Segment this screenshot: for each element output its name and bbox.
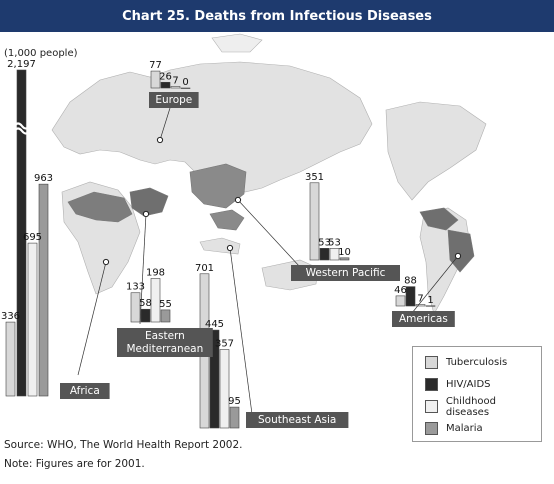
legend-item-tuberculosis: Tuberculosis bbox=[425, 352, 541, 373]
data-label: 336 bbox=[1, 311, 20, 322]
data-label: 10 bbox=[338, 247, 351, 258]
legend-swatch bbox=[425, 400, 438, 413]
bar-africa-0 bbox=[5, 321, 16, 397]
axis-break-mark bbox=[13, 122, 31, 135]
data-label: 963 bbox=[34, 173, 53, 184]
legend-swatch bbox=[425, 378, 438, 391]
bar-americas-2 bbox=[415, 304, 426, 307]
region-label: Eastern bbox=[145, 330, 185, 342]
bar-africa-1 bbox=[16, 69, 27, 397]
world-map bbox=[51, 33, 487, 315]
unit-label: (1,000 people) bbox=[4, 48, 78, 59]
bar-europe-1 bbox=[160, 81, 171, 89]
data-label: 7 bbox=[172, 75, 178, 86]
data-label: 198 bbox=[146, 267, 165, 278]
region-label: Americas bbox=[399, 313, 448, 325]
bar-europe-0 bbox=[150, 70, 161, 89]
bar-western-pacific-1 bbox=[319, 248, 330, 261]
region-label: Europe bbox=[155, 94, 192, 106]
bar-americas-0 bbox=[395, 295, 406, 307]
region-pointer bbox=[229, 247, 253, 415]
legend-label: Malaria bbox=[446, 423, 483, 434]
legend: Tuberculosis HIV/AIDS Childhood diseases… bbox=[412, 346, 542, 442]
region-marker bbox=[454, 252, 462, 260]
region-label-box bbox=[246, 412, 349, 428]
bar-americas-3 bbox=[425, 305, 436, 307]
legend-item-childhood-diseases: Childhood diseases bbox=[425, 395, 541, 418]
region-pointer bbox=[159, 107, 171, 141]
region-label: Western Pacific bbox=[306, 267, 386, 279]
data-label: 445 bbox=[205, 319, 224, 330]
region-label-box bbox=[392, 311, 455, 327]
data-label: 55 bbox=[159, 299, 172, 310]
data-label: 77 bbox=[149, 60, 162, 71]
bar-southeast-asia-3 bbox=[229, 406, 240, 429]
data-label: 701 bbox=[195, 263, 214, 274]
region-pointer bbox=[237, 199, 301, 268]
bar-western-pacific-3 bbox=[339, 257, 350, 261]
legend-item-hiv-aids: HIV/AIDS bbox=[425, 374, 541, 395]
source-note: Source: WHO, The World Health Report 200… bbox=[4, 439, 243, 451]
legend-swatch bbox=[425, 356, 438, 369]
region-label: Southeast Asia bbox=[258, 414, 336, 426]
bar-western-pacific-2 bbox=[329, 248, 340, 261]
bar-eastern-mediterranean-0 bbox=[130, 292, 141, 323]
bar-africa-3 bbox=[38, 183, 49, 397]
bar-europe-3 bbox=[180, 87, 191, 89]
data-label: 53 bbox=[318, 237, 331, 248]
region-marker bbox=[142, 210, 150, 218]
region-label-box bbox=[117, 328, 213, 357]
chart-title: Chart 25. Deaths from Infectious Disease… bbox=[0, 0, 554, 32]
bar-western-pacific-0 bbox=[309, 182, 320, 261]
data-label: 695 bbox=[23, 232, 42, 243]
region-pointer bbox=[411, 255, 459, 314]
data-label: 133 bbox=[126, 282, 145, 293]
data-label: 2,197 bbox=[7, 59, 36, 70]
region-label: Africa bbox=[70, 385, 100, 397]
region-label-box bbox=[291, 265, 400, 281]
bar-eastern-mediterranean-3 bbox=[160, 309, 171, 323]
data-label: 1 bbox=[427, 295, 433, 306]
data-label: 95 bbox=[228, 396, 241, 407]
region-marker bbox=[234, 196, 242, 204]
legend-label: Tuberculosis bbox=[446, 357, 508, 368]
region-label-box bbox=[60, 383, 110, 399]
region-label-box bbox=[149, 92, 199, 108]
bar-eastern-mediterranean-2 bbox=[150, 278, 161, 323]
bar-americas-1 bbox=[405, 286, 416, 307]
region-pointer bbox=[139, 213, 147, 325]
region-marker bbox=[102, 258, 110, 266]
data-label: 53 bbox=[328, 237, 341, 248]
region-pointer bbox=[77, 261, 107, 376]
bar-eastern-mediterranean-1 bbox=[140, 308, 151, 323]
bar-southeast-asia-1 bbox=[209, 329, 220, 429]
region-marker bbox=[226, 244, 234, 252]
data-label: 351 bbox=[305, 172, 324, 183]
legend-label: HIV/AIDS bbox=[446, 379, 491, 390]
data-label: 0 bbox=[182, 77, 188, 88]
data-label: 88 bbox=[404, 276, 417, 287]
data-label: 357 bbox=[215, 338, 234, 349]
data-label: 26 bbox=[159, 71, 172, 82]
bar-africa-2 bbox=[27, 242, 38, 397]
footnote: Note: Figures are for 2001. bbox=[4, 458, 145, 470]
data-label: 46 bbox=[394, 285, 407, 296]
highlight-regions bbox=[67, 163, 475, 273]
bar-europe-2 bbox=[170, 86, 181, 89]
data-label: 7 bbox=[417, 293, 423, 304]
bar-southeast-asia-2 bbox=[219, 349, 230, 429]
legend-item-malaria: Malaria bbox=[425, 418, 541, 439]
region-marker bbox=[156, 136, 164, 144]
legend-label: Childhood diseases bbox=[445, 395, 496, 418]
region-label: Mediterranean bbox=[127, 343, 204, 355]
legend-swatch bbox=[425, 422, 438, 435]
data-label: 58 bbox=[139, 298, 152, 309]
